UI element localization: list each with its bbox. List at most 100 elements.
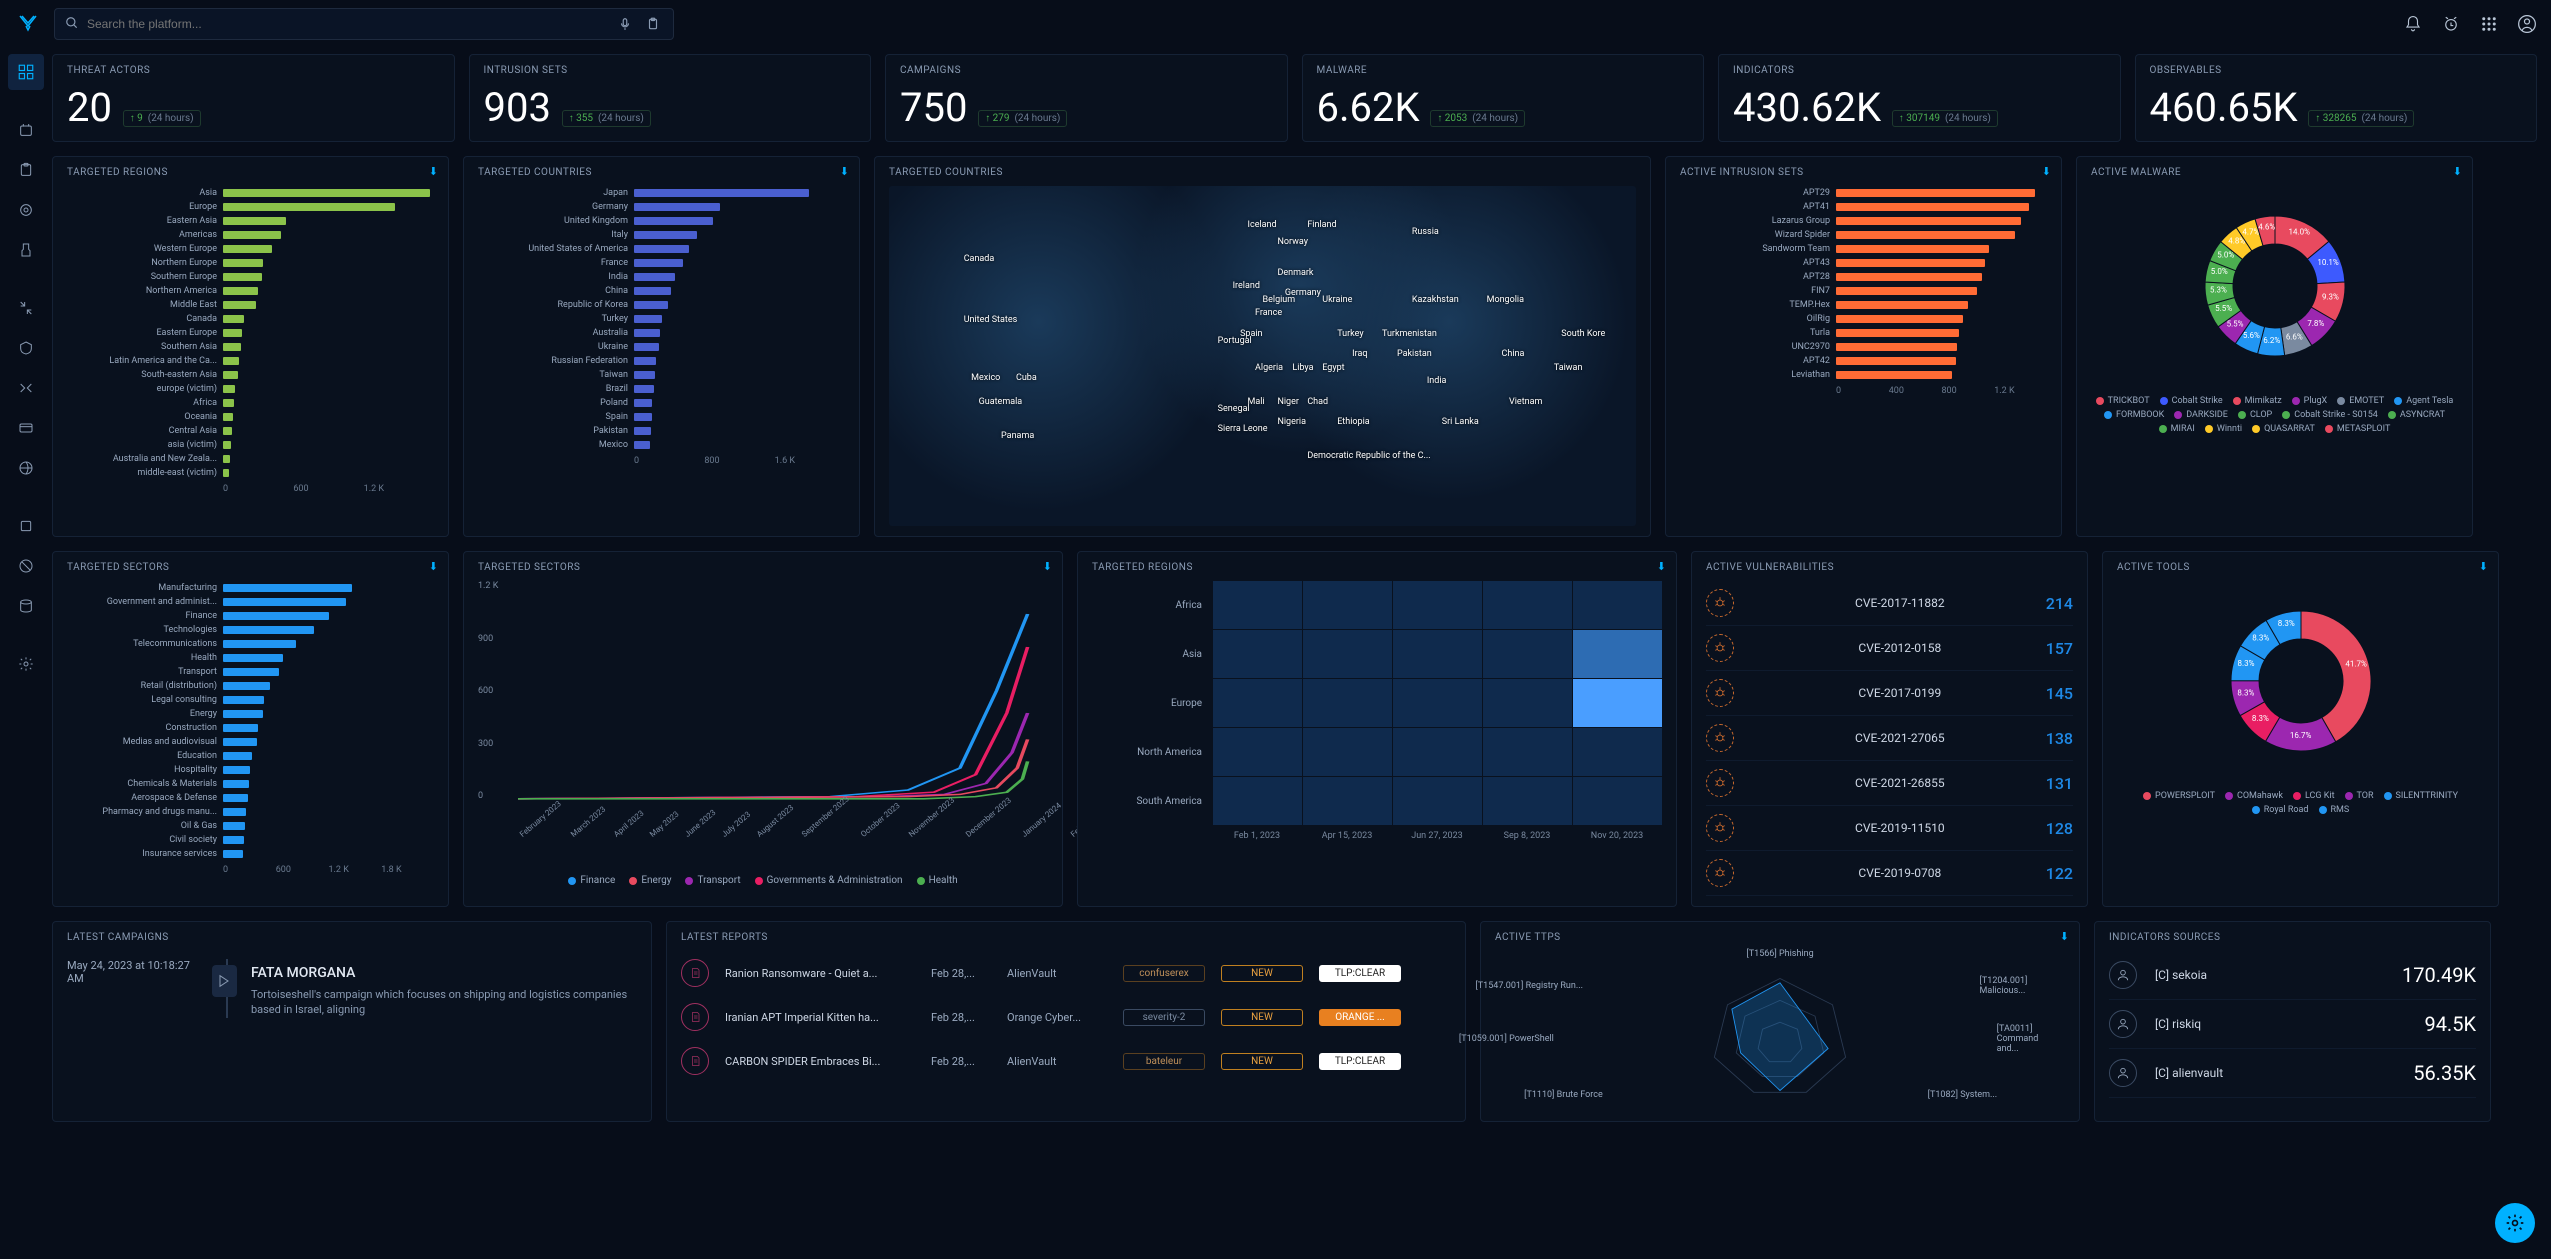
map-label: Pakistan <box>1397 349 1432 359</box>
hbar-label: Finance <box>67 611 217 621</box>
hbar-row: China <box>478 284 845 298</box>
panel-active-intrusion-sets: ACTIVE INTRUSION SETS ⬇ APT29 APT41 Laza… <box>1665 156 2062 537</box>
download-icon[interactable]: ⬇ <box>2042 165 2051 178</box>
download-icon[interactable]: ⬇ <box>2453 165 2462 178</box>
sidebar-item-4[interactable] <box>8 232 44 268</box>
campaign-title[interactable]: FATA MORGANA <box>251 965 637 981</box>
hbar-label: Middle East <box>67 300 217 310</box>
panel-targeted-regions: TARGETED REGIONS ⬇ Asia Europe Eastern A… <box>52 156 449 537</box>
legend-item: Health <box>917 875 958 886</box>
heatmap-cell <box>1393 728 1482 776</box>
hbar-label: Northern Europe <box>67 258 217 268</box>
alarm-icon[interactable] <box>2441 14 2461 34</box>
panel-sectors-timeline: TARGETED SECTORS ⬇ 03006009001.2 K Febru <box>463 551 1063 907</box>
heatmap-cell <box>1483 679 1572 727</box>
hbar-label: Turla <box>1680 328 1830 338</box>
vuln-row[interactable]: CVE-2019-11510 128 <box>1706 806 2073 851</box>
vuln-row[interactable]: CVE-2012-0158 157 <box>1706 626 2073 671</box>
legend-item: Energy <box>629 875 671 886</box>
report-row[interactable]: Iranian APT Imperial Kitten ha... Feb 28… <box>681 995 1451 1039</box>
download-icon[interactable]: ⬇ <box>1657 560 1666 573</box>
source-name: [C] sekoia <box>2155 968 2402 982</box>
source-row[interactable]: [C] sekoia 170.49K <box>2109 951 2476 1000</box>
sidebar-item-3[interactable] <box>8 192 44 228</box>
vuln-row[interactable]: CVE-2017-0199 145 <box>1706 671 2073 716</box>
source-row[interactable]: [C] alienvault 56.35K <box>2109 1049 2476 1098</box>
sidebar-item-9[interactable] <box>8 450 44 486</box>
report-row[interactable]: Ranion Ransomware - Quiet a... Feb 28,..… <box>681 951 1451 995</box>
sidebar-item-1[interactable] <box>8 112 44 148</box>
vuln-row[interactable]: CVE-2017-11882 214 <box>1706 581 2073 626</box>
hbar-row: Poland <box>478 396 845 410</box>
legend-item: Governments & Administration <box>755 875 903 886</box>
map-label: Russia <box>1412 227 1439 237</box>
hbar-row: Mexico <box>478 438 845 452</box>
hbar-row: Russian Federation <box>478 354 845 368</box>
vuln-row[interactable]: CVE-2021-26855 131 <box>1706 761 2073 806</box>
kpi-delta: ↑ 355 (24 hours) <box>562 110 651 127</box>
sidebar-item-11[interactable] <box>8 548 44 584</box>
hbar-label: Canada <box>67 314 217 324</box>
bell-icon[interactable] <box>2403 14 2423 34</box>
download-icon[interactable]: ⬇ <box>2060 930 2069 943</box>
download-icon[interactable]: ⬇ <box>2479 560 2488 573</box>
hbar-label: Construction <box>67 723 217 733</box>
panel-targeted-sectors: TARGETED SECTORS ⬇ Manufacturing Governm… <box>52 551 449 907</box>
hbar-row: APT29 <box>1680 186 2047 200</box>
sidebar-item-5[interactable] <box>8 290 44 326</box>
sidebar-item-7[interactable] <box>8 370 44 406</box>
search-box[interactable] <box>54 8 674 40</box>
download-icon[interactable]: ⬇ <box>1043 560 1052 573</box>
kpi-value: 6.62K <box>1317 84 1420 131</box>
hbar-label: Western Europe <box>67 244 217 254</box>
sidebar-item-2[interactable] <box>8 152 44 188</box>
panel-title: TARGETED SECTORS <box>478 562 1048 573</box>
sidebar-item-12[interactable] <box>8 588 44 624</box>
paste-icon[interactable] <box>643 14 663 34</box>
download-icon[interactable]: ⬇ <box>429 560 438 573</box>
heatmap-row-label: South America <box>1092 777 1212 825</box>
hbar-row: South-eastern Asia <box>67 368 434 382</box>
download-icon[interactable]: ⬇ <box>840 165 849 178</box>
heatmap-cell <box>1393 679 1482 727</box>
report-row[interactable]: CARBON SPIDER Embraces Bi... Feb 28,... … <box>681 1039 1451 1083</box>
search-input[interactable] <box>87 17 615 31</box>
account-icon[interactable] <box>2517 14 2537 34</box>
sidebar-item-6[interactable] <box>8 330 44 366</box>
legend-item: QUASARRAT <box>2252 424 2315 434</box>
bug-icon <box>1706 589 1734 617</box>
heatmap-cell <box>1483 777 1572 825</box>
vuln-row[interactable]: CVE-2021-27065 138 <box>1706 716 2073 761</box>
panel-title: ACTIVE VULNERABILITIES <box>1706 562 2073 573</box>
hbar-row: APT42 <box>1680 354 2047 368</box>
sidebar-settings[interactable] <box>8 646 44 682</box>
mic-icon[interactable] <box>615 14 635 34</box>
hbar-label: Manufacturing <box>67 583 217 593</box>
hbar-label: Latin America and the Ca... <box>67 356 217 366</box>
hbar-label: APT28 <box>1680 272 1830 282</box>
panel-title: LATEST CAMPAIGNS <box>67 932 637 943</box>
world-map[interactable]: IcelandCanadaUnited StatesMexicoCubaGuat… <box>889 186 1636 526</box>
map-label: China <box>1502 349 1525 359</box>
heatmap-cell <box>1303 728 1392 776</box>
hbar-label: Hospitality <box>67 765 217 775</box>
apps-icon[interactable] <box>2479 14 2499 34</box>
download-icon[interactable]: ⬇ <box>429 165 438 178</box>
hbar-row: Italy <box>478 228 845 242</box>
fab-settings[interactable] <box>2495 1203 2535 1243</box>
sidebar-item-10[interactable] <box>8 508 44 544</box>
hbar-label: Retail (distribution) <box>67 681 217 691</box>
source-row[interactable]: [C] riskiq 94.5K <box>2109 1000 2476 1049</box>
vuln-count: 131 <box>2046 774 2073 793</box>
map-label: Iceland <box>1248 220 1277 230</box>
sidebar-dashboard[interactable] <box>8 54 44 90</box>
heatmap: AfricaAsiaEuropeNorth AmericaSouth Ameri… <box>1092 581 1662 825</box>
panel-latest-reports: LATEST REPORTS Ranion Ransomware - Quiet… <box>666 921 1466 1122</box>
radar-label: [T1110] Brute Force <box>1524 1090 1603 1100</box>
heatmap-cell <box>1303 581 1392 629</box>
heatmap-cell <box>1573 777 1662 825</box>
sidebar-item-8[interactable] <box>8 410 44 446</box>
hbar-row: Eastern Europe <box>67 326 434 340</box>
hbar-label: Taiwan <box>478 370 628 380</box>
vuln-row[interactable]: CVE-2019-0708 122 <box>1706 851 2073 896</box>
